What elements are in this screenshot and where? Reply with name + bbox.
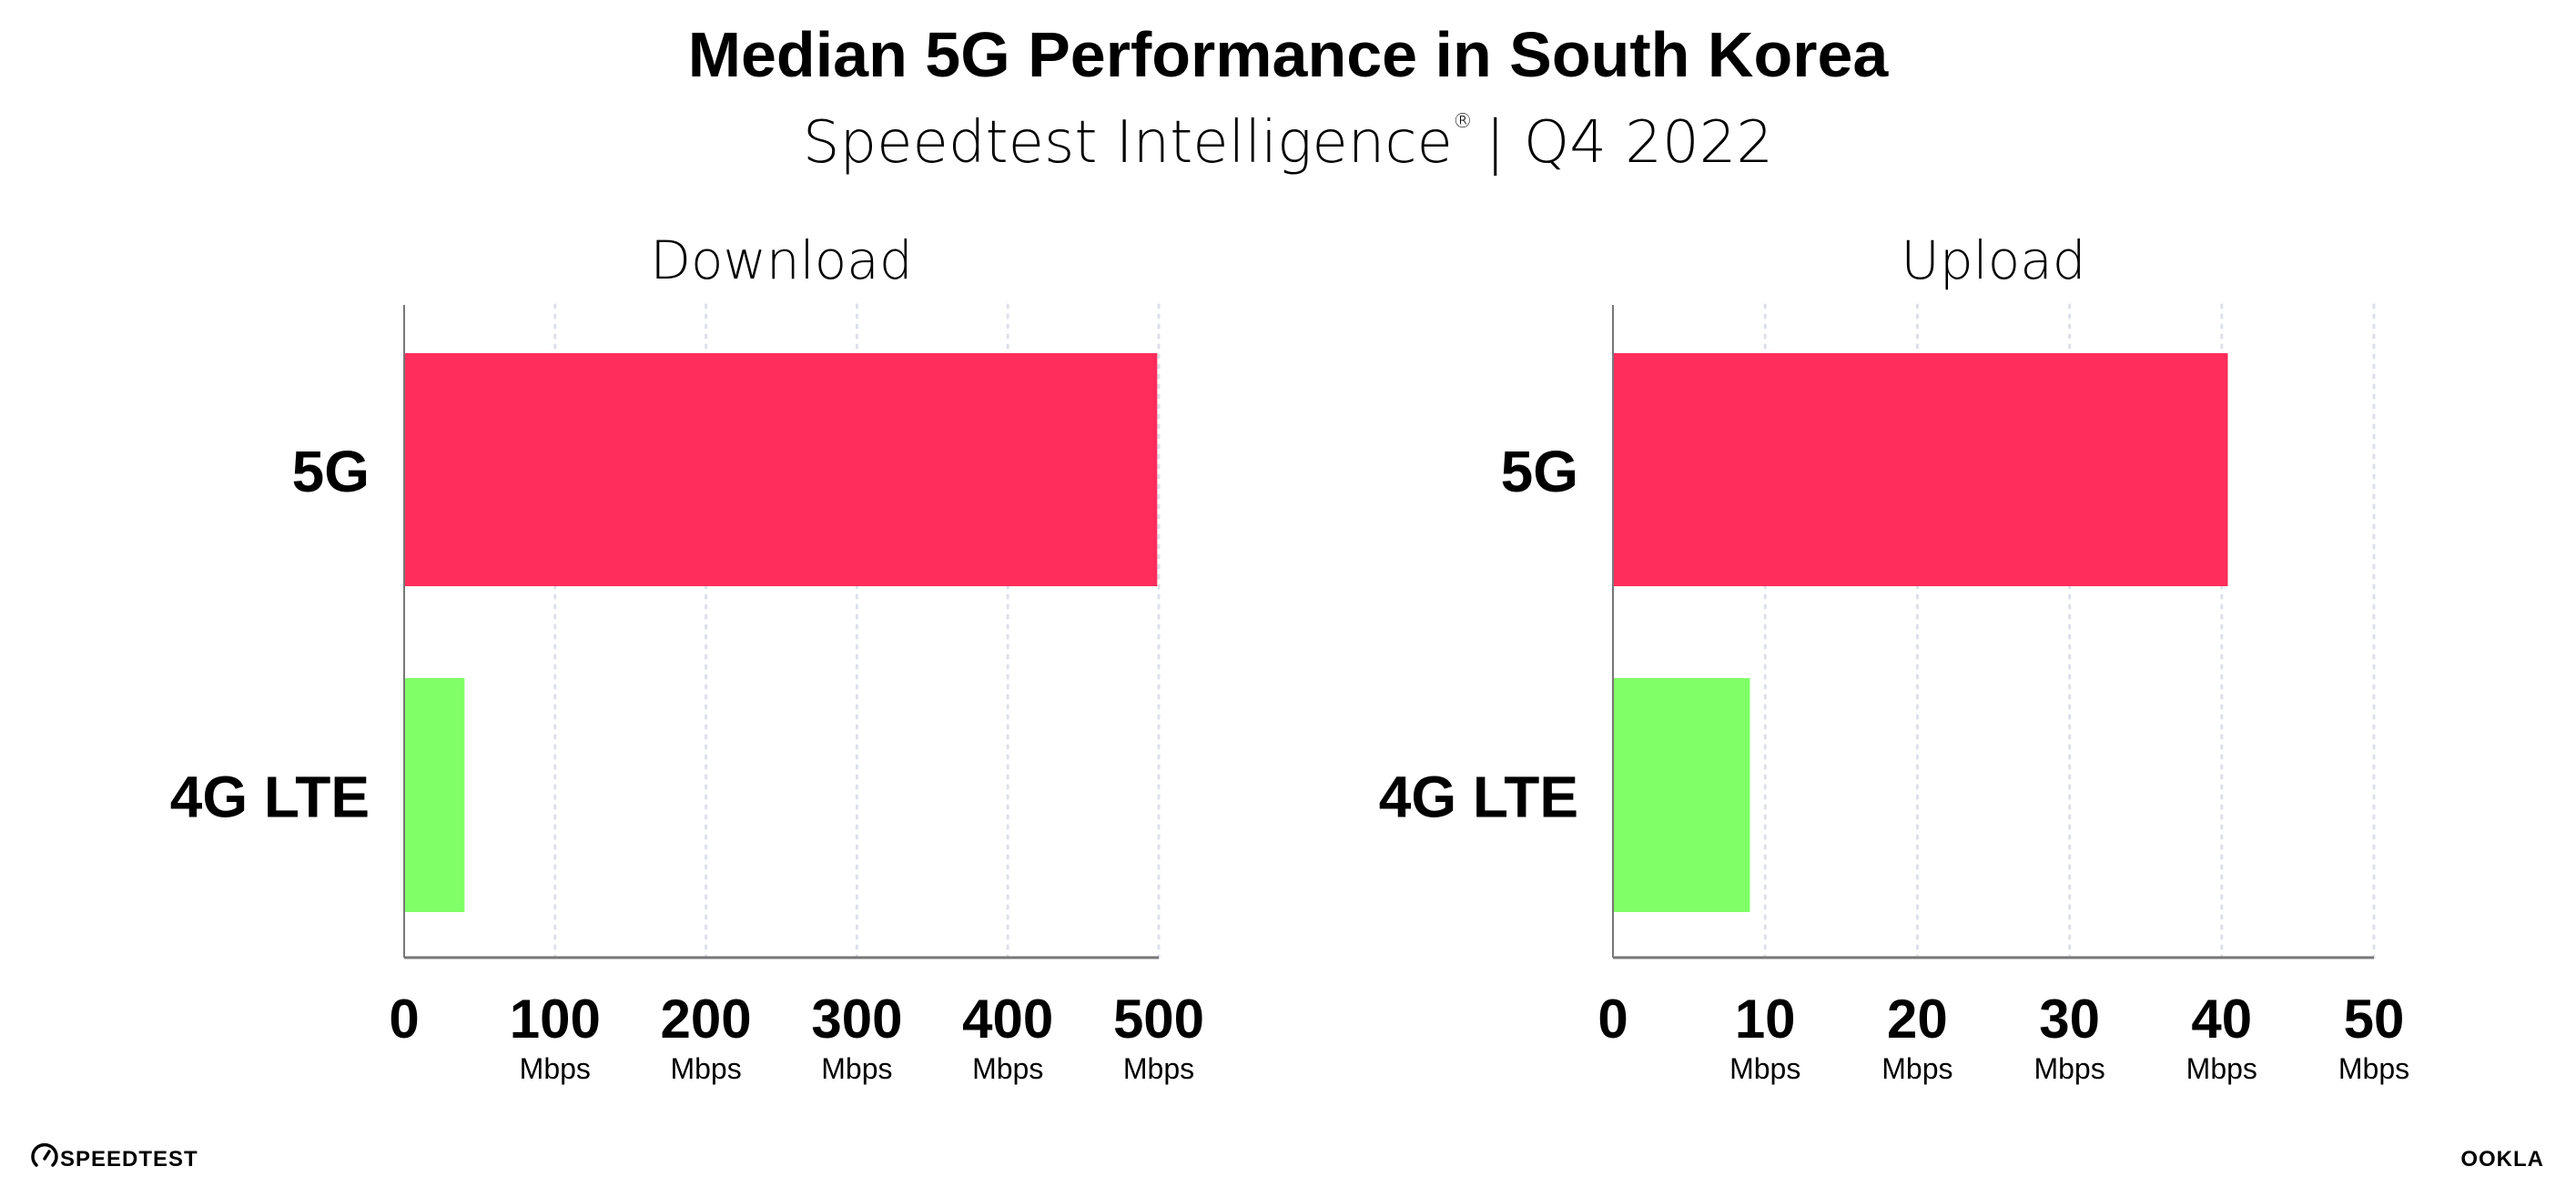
panel-title: Upload <box>1901 229 2085 291</box>
tick-label: 100 <box>510 989 601 1050</box>
category-label: 4G LTE <box>1379 765 1578 830</box>
bar-4g-lte <box>1613 678 1750 912</box>
tick-unit: Mbps <box>1881 1052 1952 1085</box>
category-label: 4G LTE <box>170 765 370 830</box>
speedtest-logo: SPEEDTEST <box>31 1142 198 1172</box>
tick-label: 300 <box>811 989 902 1050</box>
tick-label: 40 <box>2191 989 2252 1050</box>
tick-label: 50 <box>2344 989 2405 1050</box>
subtitle-text: Speedtest Intelligence <box>803 109 1453 177</box>
subtitle-period: | Q4 2022 <box>1486 109 1773 177</box>
tick-unit: Mbps <box>670 1052 741 1085</box>
tick-unit: Mbps <box>2033 1052 2104 1085</box>
category-label: 5G <box>1501 439 1578 504</box>
tick-unit: Mbps <box>972 1052 1043 1085</box>
chart-subtitle: Speedtest Intelligence® | Q4 2022 <box>803 109 1773 177</box>
tick-label: 500 <box>1113 989 1204 1050</box>
tick-unit: Mbps <box>821 1052 892 1085</box>
tick-label: 0 <box>389 989 419 1050</box>
panel-title: Download <box>650 229 912 291</box>
tick-label: 10 <box>1735 989 1796 1050</box>
ookla-logo: OOKLA <box>2460 1147 2544 1172</box>
bar-5g <box>1613 353 2228 586</box>
tick-unit: Mbps <box>520 1052 591 1085</box>
bar-5g <box>404 353 1158 586</box>
tick-unit: Mbps <box>1729 1052 1800 1085</box>
tick-label: 30 <box>2039 989 2100 1050</box>
tick-label: 20 <box>1887 989 1948 1050</box>
category-label: 5G <box>292 439 370 504</box>
gauge-needle <box>43 1150 51 1161</box>
bar-4g-lte <box>404 678 465 912</box>
registered-mark: ® <box>1453 110 1473 133</box>
tick-unit: Mbps <box>1123 1052 1194 1085</box>
tick-label: 200 <box>661 989 752 1050</box>
gauge-icon <box>31 1142 58 1167</box>
speedtest-logo-text: SPEEDTEST <box>60 1147 198 1172</box>
tick-unit: Mbps <box>2338 1052 2409 1085</box>
tick-label: 0 <box>1597 989 1628 1050</box>
tick-unit: Mbps <box>2186 1052 2257 1085</box>
tick-label: 400 <box>962 989 1053 1050</box>
chart-title: Median 5G Performance in South Korea <box>688 19 1890 90</box>
